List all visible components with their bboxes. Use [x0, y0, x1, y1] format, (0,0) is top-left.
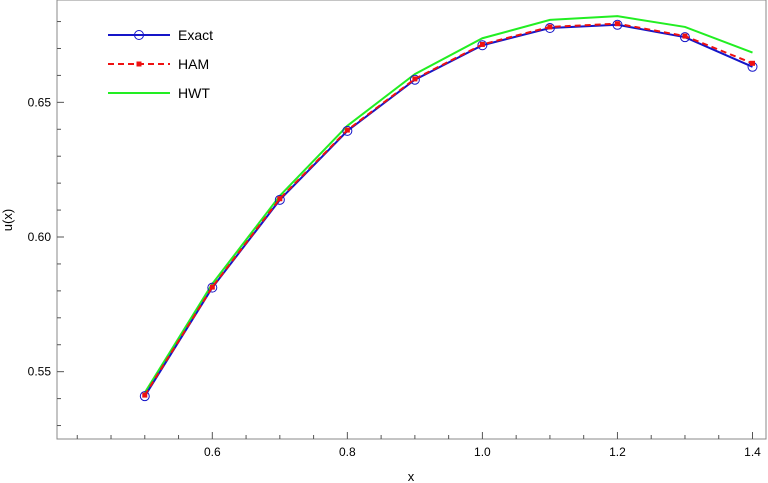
x-axis-ticks: 0.6 0.8 1.0 1.2 1.4	[76, 432, 761, 459]
legend-item-hwt: HWT	[108, 85, 210, 101]
data-point-ham	[344, 127, 350, 133]
legend-marker	[134, 30, 144, 40]
y-axis-ticks: 0.55 0.60 0.65	[28, 21, 64, 427]
series-exact	[139, 19, 758, 402]
x-tick-label: 1.4	[744, 445, 761, 459]
legend-item-ham: HAM	[108, 56, 209, 72]
legend-marker	[136, 61, 142, 67]
series-ham	[142, 21, 755, 398]
x-tick-label: 1.2	[609, 445, 626, 459]
y-axis-title: u(x)	[0, 209, 15, 231]
x-tick-label: 1.0	[474, 445, 491, 459]
legend-label: HWT	[178, 85, 210, 101]
x-axis-title: x	[408, 469, 415, 483]
data-point-ham	[749, 60, 755, 66]
data-point-exact	[342, 125, 353, 136]
data-point-exact	[477, 40, 488, 51]
x-tick-label: 0.6	[204, 445, 221, 459]
legend: Exact HAM HWT	[108, 27, 213, 101]
series-hwt	[143, 15, 753, 394]
data-point-ham	[614, 21, 620, 27]
legend-label: Exact	[178, 27, 213, 43]
data-point-ham	[209, 284, 215, 290]
data-point-exact	[409, 74, 420, 85]
series-line-hwt	[143, 15, 753, 394]
data-point-exact	[274, 194, 285, 205]
y-tick-label: 0.55	[28, 365, 52, 379]
data-point-ham	[142, 392, 148, 398]
y-tick-label: 0.65	[28, 95, 52, 109]
data-point-ham	[479, 41, 485, 47]
data-point-ham	[547, 24, 553, 30]
x-tick-label: 0.8	[339, 445, 356, 459]
data-point-ham	[277, 196, 283, 202]
data-point-ham	[412, 76, 418, 82]
series-line-exact	[143, 23, 753, 397]
data-point-exact	[139, 391, 150, 402]
plot-frame	[56, 0, 767, 440]
data-point-exact	[612, 19, 623, 30]
data-point-exact	[207, 282, 218, 293]
data-point-ham	[682, 33, 688, 39]
legend-item-exact: Exact	[108, 27, 213, 43]
legend-label: HAM	[178, 56, 209, 72]
series-line-ham	[143, 22, 753, 396]
y-tick-label: 0.60	[28, 230, 52, 244]
series-layer	[139, 15, 758, 402]
